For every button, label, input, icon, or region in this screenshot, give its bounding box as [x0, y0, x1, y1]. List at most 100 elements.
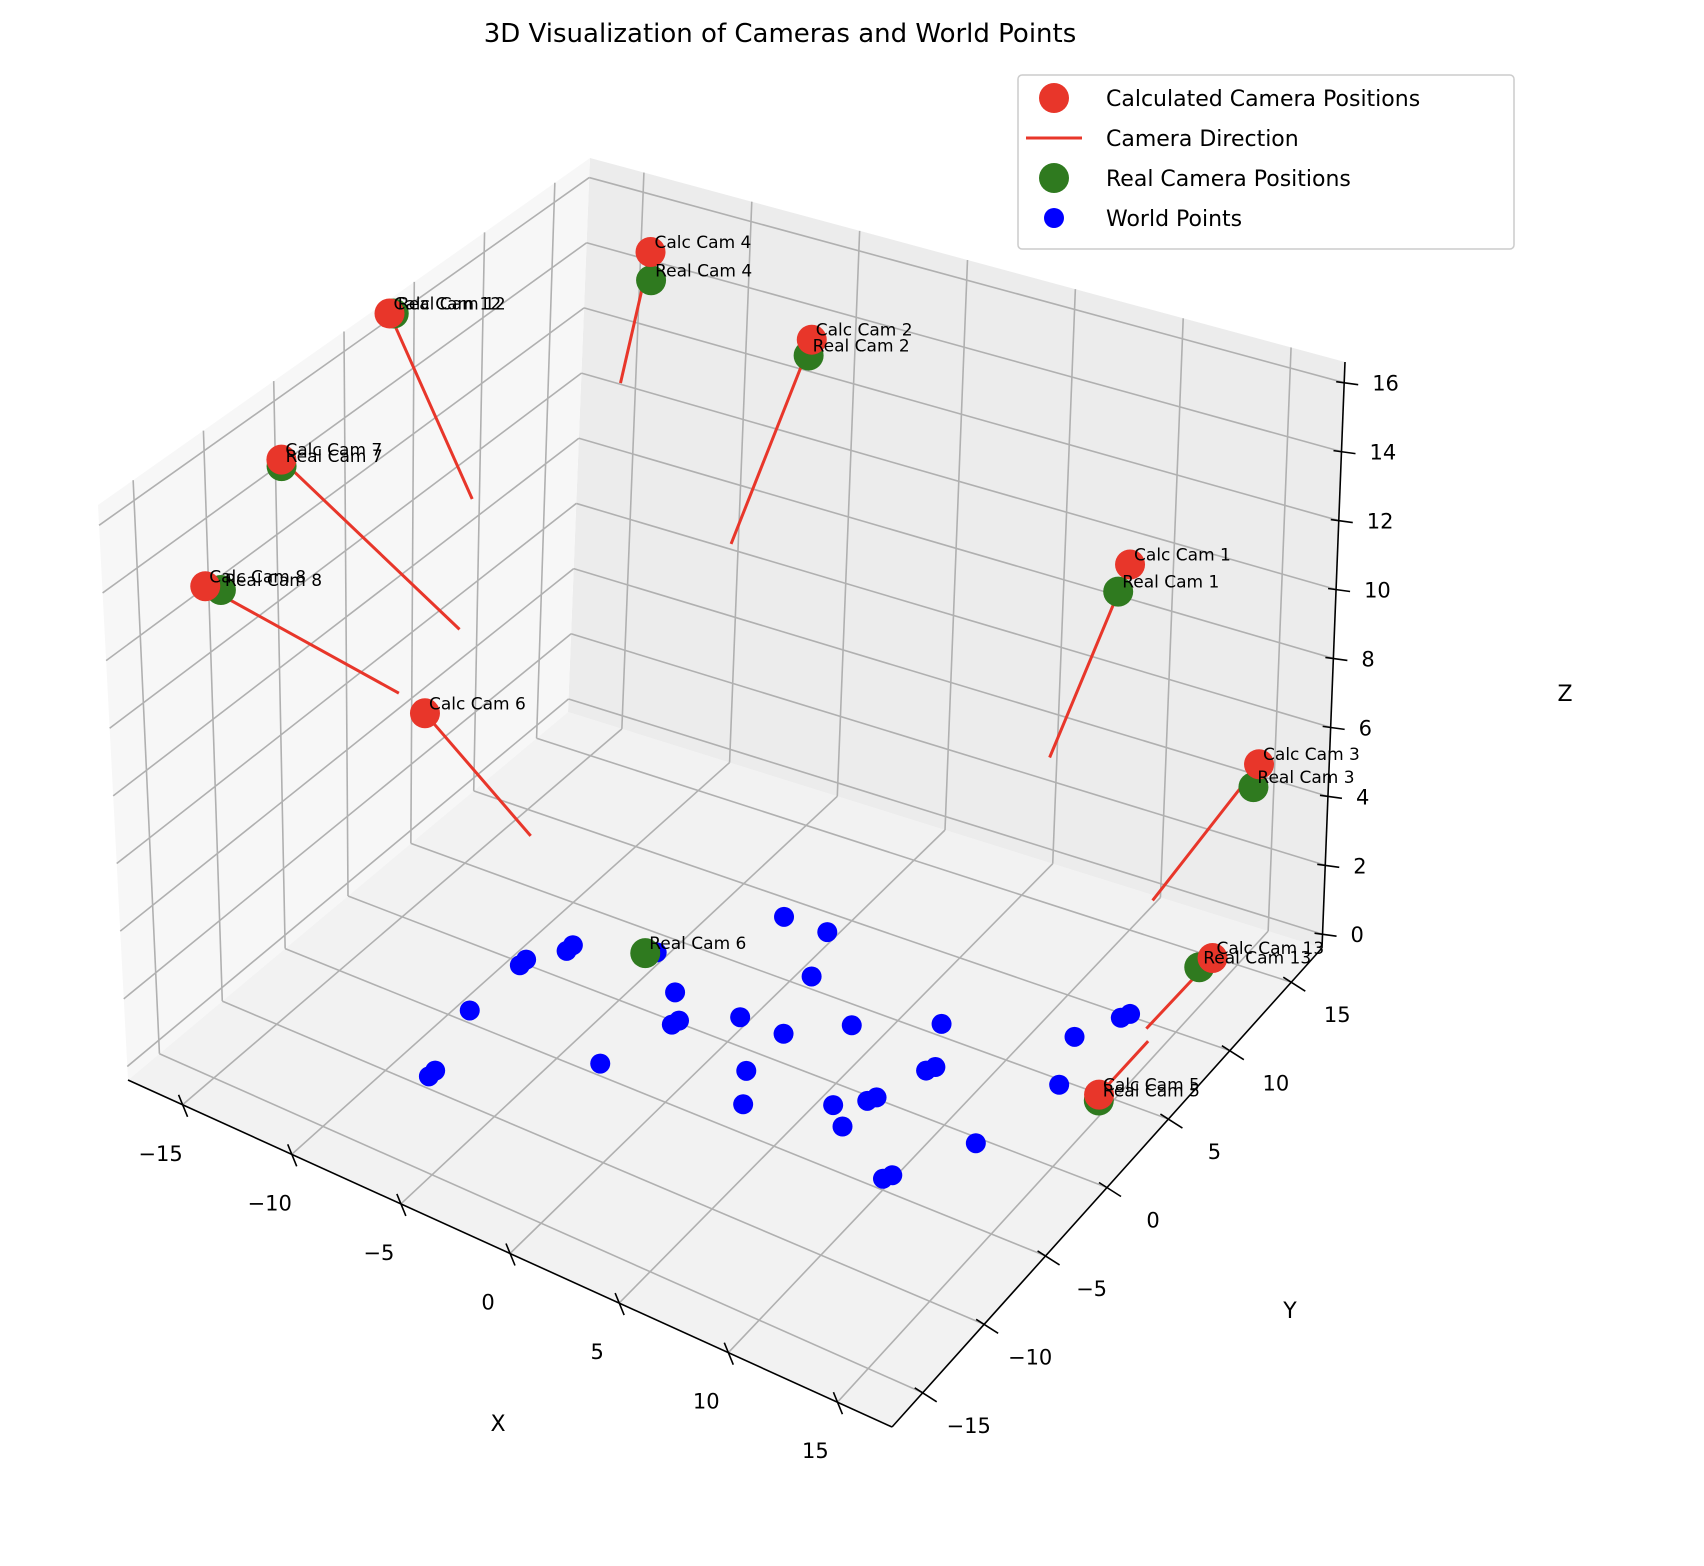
- grid-line-z-back: [586, 241, 1342, 453]
- legend-frame: [1017, 74, 1515, 250]
- y-tick-mark: [1221, 1044, 1245, 1061]
- z-tick-mark: [1325, 656, 1348, 662]
- legend-label: World Points: [1106, 207, 1242, 232]
- calc-camera-marker: [266, 444, 297, 475]
- world-point: [516, 949, 537, 970]
- grid-line-y-floor: [410, 842, 1169, 1120]
- y-tick-label: −15: [947, 1414, 991, 1438]
- z-tick-label: 12: [1367, 510, 1394, 534]
- grid-line-y-left: [472, 232, 486, 791]
- grid-line-z-back: [576, 502, 1331, 729]
- grid-line-x-back: [1267, 347, 1292, 932]
- y-tick-label: 15: [1324, 1003, 1351, 1027]
- real-camera-marker: [630, 938, 661, 969]
- world-point: [773, 1023, 794, 1044]
- world-point: [736, 1060, 757, 1081]
- z-tick-mark: [1317, 863, 1340, 869]
- grid-line-z-back: [581, 372, 1337, 591]
- z-tick-mark: [1333, 449, 1356, 455]
- legend-label: Real Camera Positions: [1106, 167, 1351, 192]
- x-tick-label: −15: [138, 1142, 182, 1166]
- grid-line-z-back: [589, 176, 1345, 384]
- y-tick-label: −5: [1076, 1277, 1107, 1301]
- grid-line-z-back: [573, 567, 1329, 798]
- y-tick-mark: [1037, 1250, 1061, 1266]
- legend-label: Camera Direction: [1106, 127, 1299, 152]
- grid-line-x-back: [728, 201, 753, 763]
- calc-camera-marker: [1115, 549, 1146, 580]
- grid-line-y-left: [535, 182, 556, 739]
- y-tick-mark: [975, 1318, 999, 1335]
- z-tick-mark: [1336, 380, 1359, 386]
- z-tick-mark: [1314, 932, 1337, 938]
- grid-line-z-left: [105, 307, 585, 662]
- world-point: [841, 1015, 862, 1036]
- world-point: [590, 1053, 611, 1074]
- calc-camera-marker-label: Calc Cam 6: [429, 694, 526, 714]
- z-tick-mark: [1327, 587, 1351, 593]
- x-axis-ticks: −15 −10 −5 0 5 10 15: [138, 1094, 844, 1463]
- y-tick-mark: [1098, 1181, 1122, 1198]
- legend: Calculated Camera Positions Camera Direct…: [1017, 74, 1515, 250]
- x-tick-label: 0: [481, 1291, 494, 1315]
- z-tick-label: 14: [1369, 441, 1396, 465]
- real-camera-marker-label: Real Cam 2: [813, 336, 910, 356]
- grid-line-z-left: [102, 242, 588, 594]
- grid-line-z-left: [98, 176, 590, 526]
- calc-camera-marker: [374, 298, 405, 329]
- grid-line-y-floor: [536, 737, 1292, 983]
- gridlines: [98, 172, 1345, 1403]
- z-tick-mark: [1322, 725, 1345, 731]
- real-camera-marker-label: Real Cam 12: [398, 295, 506, 315]
- y-axis-ticks: −15 −10 −5 0 5 10 15: [914, 976, 1351, 1438]
- grid-line-x-back: [944, 259, 969, 831]
- x-tick-label: 5: [590, 1340, 603, 1364]
- grid-line-x-back: [1051, 289, 1077, 864]
- z-tick-label: 0: [1351, 923, 1364, 947]
- legend-label: Calculated Camera Positions: [1106, 87, 1420, 112]
- calc-camera-marker-label: Calc Cam 1: [1134, 546, 1231, 566]
- grid-line-z-left: [112, 437, 580, 797]
- y-tick-label: 0: [1146, 1209, 1159, 1233]
- world-point: [866, 1087, 887, 1108]
- calc-camera-marker: [1084, 1079, 1115, 1110]
- calc-camera-marker-label: Calc Cam 13: [1217, 939, 1325, 959]
- y-tick-mark: [914, 1387, 938, 1403]
- grid-line-z-left: [109, 372, 582, 729]
- world-point: [562, 935, 583, 956]
- world-point: [1120, 1003, 1141, 1024]
- calc-camera-marker-label: Calc Cam 7: [285, 441, 382, 461]
- grid-line-z-left: [116, 502, 577, 865]
- y-tick-label: −10: [1008, 1345, 1052, 1369]
- axes-panes: [98, 158, 1345, 1427]
- z-tick-label: 2: [1353, 854, 1366, 878]
- camera-direction-line: [423, 712, 532, 837]
- grid-line-y-floor: [473, 790, 1231, 1052]
- grid-line-y-floor: [159, 1052, 924, 1394]
- grid-line-z-left: [123, 633, 572, 1000]
- world-point: [1049, 1074, 1070, 1095]
- legend-swatch-marker: [1039, 83, 1069, 113]
- grid-line-x-back: [836, 230, 861, 797]
- x-tick-mark: [614, 1292, 625, 1316]
- floor-pane: [128, 712, 1322, 1427]
- y-tick-label: 10: [1262, 1072, 1289, 1096]
- z-axis-label: Z: [1557, 682, 1572, 707]
- calc-camera-marker-label: Calc Cam 2: [816, 321, 913, 341]
- calc-camera-marker: [635, 236, 666, 267]
- x-tick-mark: [723, 1342, 735, 1365]
- world-point: [832, 1116, 853, 1137]
- world-point: [774, 906, 795, 927]
- x-tick-mark: [286, 1144, 298, 1167]
- world-point: [931, 1013, 952, 1034]
- grid-line-y-left: [202, 430, 224, 1002]
- grid-line-x-back: [1159, 318, 1185, 898]
- x-tick-mark: [177, 1094, 189, 1118]
- real-camera-marker-label: Real Cam 4: [655, 261, 752, 281]
- world-point: [882, 1165, 903, 1186]
- world-point: [801, 966, 822, 987]
- z-tick-label: 16: [1372, 372, 1399, 396]
- calc-camera-marker-label: Calc Cam 8: [209, 567, 306, 587]
- z-axis-line: [1321, 361, 1346, 949]
